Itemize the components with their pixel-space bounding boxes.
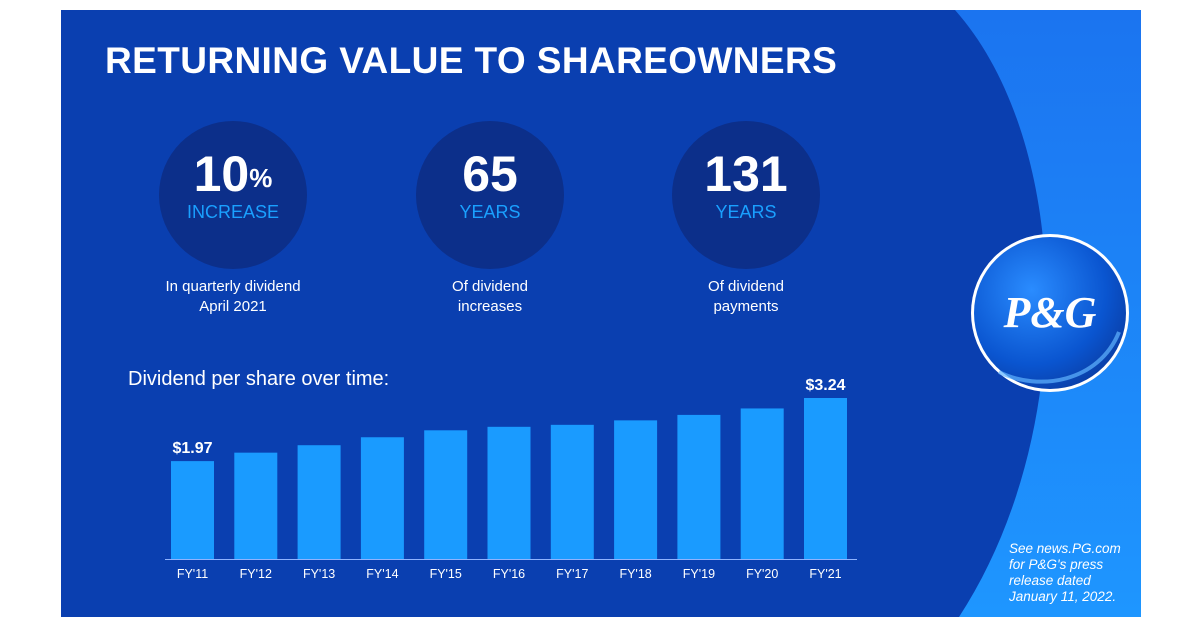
stat-circle: 10% INCREASE — [159, 121, 307, 269]
stat-number: 65 — [462, 146, 518, 202]
stat-number: 131 — [704, 146, 788, 202]
logo-text: P&G — [1003, 288, 1097, 337]
pg-logo: P&G — [971, 234, 1129, 392]
stat-caption: Of dividend payments — [708, 278, 784, 315]
stat-unit: YEARS — [715, 202, 777, 222]
x-tick-label: FY'19 — [683, 567, 715, 581]
stat-caption: In quarterly dividend April 2021 — [165, 278, 301, 315]
stat-dividend-increase: 10% INCREASE In quarterly dividend April … — [133, 121, 333, 317]
footnote: See news.PG.com for P&G's press release … — [1009, 541, 1121, 604]
x-tick-label: FY'15 — [430, 567, 462, 581]
x-tick-label: FY'13 — [303, 567, 335, 581]
bar-FY'12 — [234, 452, 278, 559]
bar-FY'20 — [740, 408, 784, 559]
x-tick-label: FY'12 — [240, 567, 272, 581]
stat-unit: INCREASE — [186, 202, 280, 222]
x-tick-label: FY'14 — [366, 567, 398, 581]
bar-FY'11 — [171, 461, 214, 559]
dividend-bar-chart: FY'11 FY'12 FY'13 FY'14 FY'15 FY'16 FY'17 FY'18… — [165, 377, 857, 581]
bar-FY'13 — [297, 445, 341, 559]
stat-years-payments: 131 YEARS Of dividend payments — [646, 121, 846, 317]
bar-FY'14 — [360, 437, 404, 559]
x-tick-label: FY'17 — [556, 567, 588, 581]
x-tick-label: FY'18 — [619, 567, 651, 581]
stat-circle: 131 YEARS — [672, 121, 820, 269]
bar-FY'19 — [677, 414, 721, 559]
stat-years-increases: 65 YEARS Of dividend increases — [390, 121, 590, 317]
data-label: $3.24 — [805, 377, 845, 394]
bar-FY'18 — [614, 420, 658, 559]
x-tick-label: FY'21 — [809, 567, 841, 581]
bar-FY'16 — [487, 426, 531, 559]
infographic-panel: RETURNING VALUE TO SHAREOWNERS 10% INCRE… — [61, 10, 1141, 617]
bar-FY'17 — [550, 424, 594, 559]
x-tick-label: FY'11 — [177, 567, 208, 581]
stat-circle: 65 YEARS — [416, 121, 564, 269]
stat-number: 10% — [193, 146, 273, 202]
stat-caption: Of dividend increases — [452, 278, 528, 315]
x-tick-label: FY'16 — [493, 567, 525, 581]
chart-title: Dividend per share over time: — [128, 368, 390, 390]
stat-unit: YEARS — [459, 202, 521, 222]
data-label: $1.97 — [172, 440, 212, 457]
x-tick-label: FY'20 — [746, 567, 778, 581]
page-title: RETURNING VALUE TO SHAREOWNERS — [105, 40, 838, 81]
bar-FY'21 — [804, 398, 847, 559]
bar-FY'15 — [424, 430, 468, 559]
